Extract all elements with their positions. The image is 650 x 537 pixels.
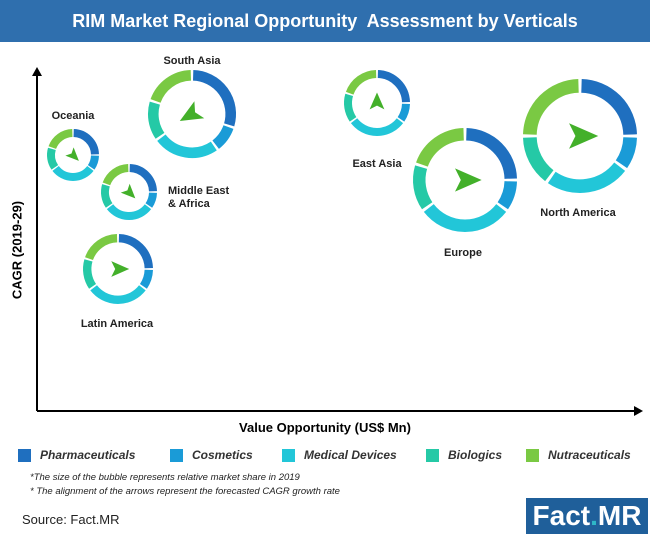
bubble-segment-biologics <box>83 259 97 289</box>
bubble-segment-medical-devices <box>52 165 94 181</box>
bubble-segment-biologics <box>523 136 554 182</box>
legend-swatch <box>526 448 539 462</box>
legend-item-nutraceuticals: Nutraceuticals <box>526 446 631 464</box>
bubble-middle-east-africa: Middle East & Africa <box>101 164 229 220</box>
bubble-segment-cosmetics <box>397 103 410 122</box>
note-arrow-alignment: * The alignment of the arrows represent … <box>30 486 340 497</box>
bubble-latin-america: Latin America <box>81 234 154 330</box>
bubble-segment-biologics <box>148 101 165 139</box>
x-axis-label: Value Opportunity (US$ Mn) <box>239 420 411 435</box>
bubble-segment-cosmetics <box>212 125 234 149</box>
growth-arrow-icon <box>455 168 482 192</box>
bubble-segment-pharmaceuticals <box>192 70 237 127</box>
legend-swatch <box>18 448 31 462</box>
bubble-segment-cosmetics <box>497 180 517 210</box>
x-axis-arrowhead <box>634 406 643 416</box>
bubble-segment-medical-devices <box>350 118 404 136</box>
bubble-east-asia: East Asia <box>344 70 410 170</box>
legend-swatch <box>170 448 183 462</box>
bubble-segment-nutraceuticals <box>150 70 192 104</box>
bubble-label: South Asia <box>163 55 221 67</box>
bubble-segment-medical-devices <box>157 134 217 158</box>
bubble-segment-nutraceuticals <box>416 128 465 167</box>
legend-label: Pharmaceuticals <box>40 448 136 462</box>
bubble-segment-cosmetics <box>615 136 637 169</box>
y-axis-arrowhead <box>32 67 42 76</box>
bubble-oceania: Oceania <box>47 110 99 181</box>
growth-arrow-icon <box>120 183 136 199</box>
legend-swatch <box>282 448 295 462</box>
bubble-segment-biologics <box>101 184 113 208</box>
bubble-segment-nutraceuticals <box>102 164 129 186</box>
growth-arrow-icon <box>569 123 599 149</box>
bubble-segment-pharmaceuticals <box>580 79 637 136</box>
bubble-segment-cosmetics <box>145 192 157 208</box>
bubble-segment-pharmaceuticals <box>118 234 153 269</box>
legend: Pharmaceuticals Cosmetics Medical Device… <box>18 446 648 464</box>
chart-axes <box>32 67 643 416</box>
bubbles-layer: South Asia Oceania Middle East & Africa Lati… <box>47 55 637 330</box>
bubble-segment-pharmaceuticals <box>377 70 410 103</box>
legend-item-pharmaceuticals: Pharmaceuticals <box>18 446 135 464</box>
bubble-segment-pharmaceuticals <box>129 164 157 192</box>
note-bubble-size: *The size of the bubble represents relat… <box>30 472 300 483</box>
bubble-segment-cosmetics <box>87 155 99 170</box>
bubble-label: Middle East & Africa <box>168 185 229 210</box>
legend-item-cosmetics: Cosmetics <box>170 446 253 464</box>
bubble-segment-nutraceuticals <box>85 234 118 261</box>
bubble-label: Europe <box>444 247 482 259</box>
bubble-segment-biologics <box>413 165 433 210</box>
bubble-segment-medical-devices <box>423 203 507 232</box>
legend-label: Cosmetics <box>192 448 253 462</box>
factmr-logo: Fact.MR <box>526 498 648 534</box>
y-axis-label: CAGR (2019-29) <box>9 200 25 300</box>
bubble-segment-biologics <box>344 93 357 122</box>
growth-arrow-icon <box>369 92 385 110</box>
bubble-south-asia: South Asia <box>148 55 237 158</box>
bubble-segment-nutraceuticals <box>345 70 377 95</box>
bubble-segment-pharmaceuticals <box>465 128 517 180</box>
bubble-segment-biologics <box>47 147 59 170</box>
bubble-label: Oceania <box>52 110 96 122</box>
source-text: Source: Fact.MR <box>22 512 120 527</box>
legend-item-biologics: Biologics <box>426 446 502 464</box>
legend-label: Biologics <box>448 448 503 462</box>
bubble-segment-medical-devices <box>547 162 626 193</box>
bubble-segment-nutraceuticals <box>523 79 580 136</box>
bubble-north-america: North America <box>523 79 637 219</box>
bubble-label: North America <box>540 207 616 219</box>
bubble-label: East Asia <box>352 158 402 170</box>
legend-swatch <box>426 448 439 462</box>
legend-label: Nutraceuticals <box>548 448 631 462</box>
bubble-segment-cosmetics <box>139 269 153 289</box>
bubble-label: Latin America <box>81 318 154 330</box>
bubble-segment-nutraceuticals <box>48 129 73 150</box>
bubble-segment-pharmaceuticals <box>73 129 99 155</box>
growth-arrow-icon <box>65 147 79 161</box>
growth-arrow-icon <box>179 101 205 122</box>
bubble-segment-medical-devices <box>106 204 152 220</box>
bubble-chart: South Asia Oceania Middle East & Africa Lati… <box>32 55 643 416</box>
legend-label: Medical Devices <box>304 448 397 462</box>
growth-arrow-icon <box>111 261 130 277</box>
bubble-europe: Europe <box>413 128 517 259</box>
chart-title: RIM Market Regional Opportunity Assessme… <box>0 0 650 42</box>
bubble-segment-medical-devices <box>90 285 146 304</box>
legend-item-medical-devices: Medical Devices <box>282 446 397 464</box>
